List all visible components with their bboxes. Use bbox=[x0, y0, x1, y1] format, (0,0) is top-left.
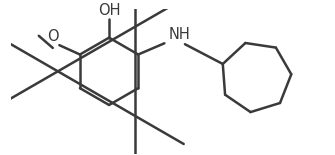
Text: OH: OH bbox=[98, 3, 120, 18]
Text: O: O bbox=[47, 29, 58, 44]
Text: NH: NH bbox=[168, 27, 190, 42]
